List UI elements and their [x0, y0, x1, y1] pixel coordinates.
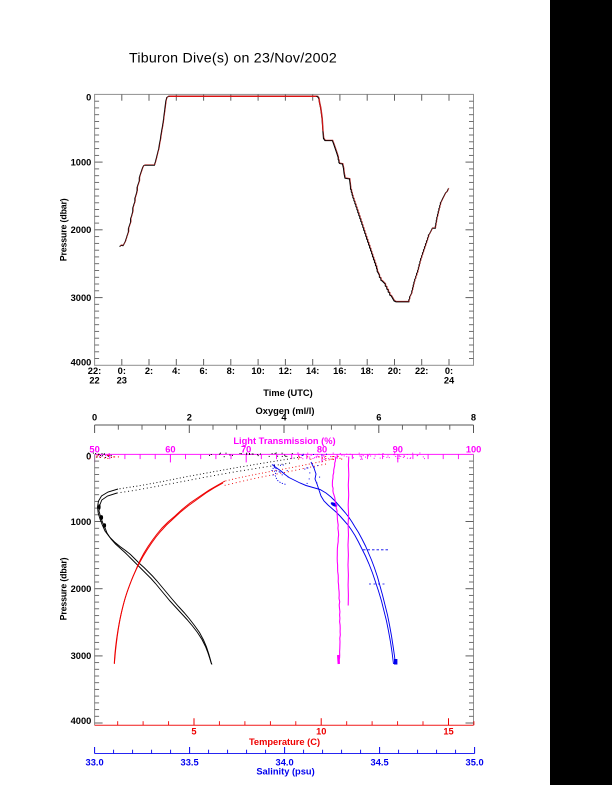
svg-text:1000: 1000	[71, 157, 92, 167]
svg-text:0: 0	[86, 451, 91, 461]
svg-text:Pressure (dbar): Pressure (dbar)	[59, 198, 69, 261]
svg-text:22:: 22:	[415, 366, 428, 376]
svg-text:34.5: 34.5	[371, 757, 389, 767]
svg-text:34.0: 34.0	[276, 757, 294, 767]
svg-text:0: 0	[86, 92, 91, 102]
svg-text:4000: 4000	[71, 716, 92, 726]
svg-text:2:: 2:	[145, 366, 153, 376]
svg-text:Temperature (C): Temperature (C)	[249, 737, 320, 747]
svg-text:24: 24	[444, 375, 455, 385]
svg-text:8: 8	[471, 412, 476, 422]
svg-text:4:: 4:	[172, 366, 180, 376]
svg-text:23: 23	[117, 375, 127, 385]
svg-text:4: 4	[281, 412, 287, 422]
svg-text:0: 0	[92, 412, 97, 422]
svg-text:33.5: 33.5	[181, 757, 199, 767]
svg-text:Salinity (psu): Salinity (psu)	[256, 767, 314, 777]
svg-text:90: 90	[393, 444, 403, 454]
svg-text:8:: 8:	[227, 366, 235, 376]
svg-text:16:: 16:	[333, 366, 346, 376]
svg-text:33.0: 33.0	[86, 757, 104, 767]
svg-text:Oxygen (ml/l): Oxygen (ml/l)	[256, 406, 315, 416]
svg-text:100: 100	[466, 444, 482, 454]
svg-text:35.0: 35.0	[466, 757, 484, 767]
svg-text:6:: 6:	[199, 366, 207, 376]
svg-text:2000: 2000	[71, 584, 92, 594]
svg-text:0:: 0:	[118, 366, 126, 376]
svg-text:12:: 12:	[279, 366, 292, 376]
svg-text:15: 15	[443, 727, 453, 737]
svg-text:60: 60	[165, 444, 175, 454]
svg-text:18:: 18:	[360, 366, 373, 376]
svg-text:Tiburon Dive(s) on 23/Nov/2002: Tiburon Dive(s) on 23/Nov/2002	[129, 50, 337, 66]
svg-text:22: 22	[89, 375, 99, 385]
svg-text:2000: 2000	[71, 225, 92, 235]
svg-text:3000: 3000	[71, 293, 92, 303]
svg-text:10: 10	[316, 727, 326, 737]
svg-text:2: 2	[187, 412, 192, 422]
svg-text:0:: 0:	[445, 366, 453, 376]
svg-text:Light Transmission (%): Light Transmission (%)	[233, 436, 335, 446]
svg-text:14:: 14:	[306, 366, 319, 376]
svg-text:5: 5	[191, 727, 196, 737]
svg-text:10:: 10:	[251, 366, 264, 376]
svg-text:70: 70	[241, 444, 251, 454]
svg-text:4000: 4000	[71, 358, 92, 368]
svg-text:80: 80	[317, 444, 327, 454]
svg-text:22:: 22:	[88, 366, 101, 376]
svg-text:Time (UTC): Time (UTC)	[263, 388, 312, 398]
svg-text:3000: 3000	[71, 651, 92, 661]
svg-text:20:: 20:	[388, 366, 401, 376]
svg-text:50: 50	[89, 444, 99, 454]
svg-text:Pressure (dbar): Pressure (dbar)	[59, 557, 69, 620]
svg-text:1000: 1000	[71, 517, 92, 527]
svg-text:6: 6	[376, 412, 381, 422]
